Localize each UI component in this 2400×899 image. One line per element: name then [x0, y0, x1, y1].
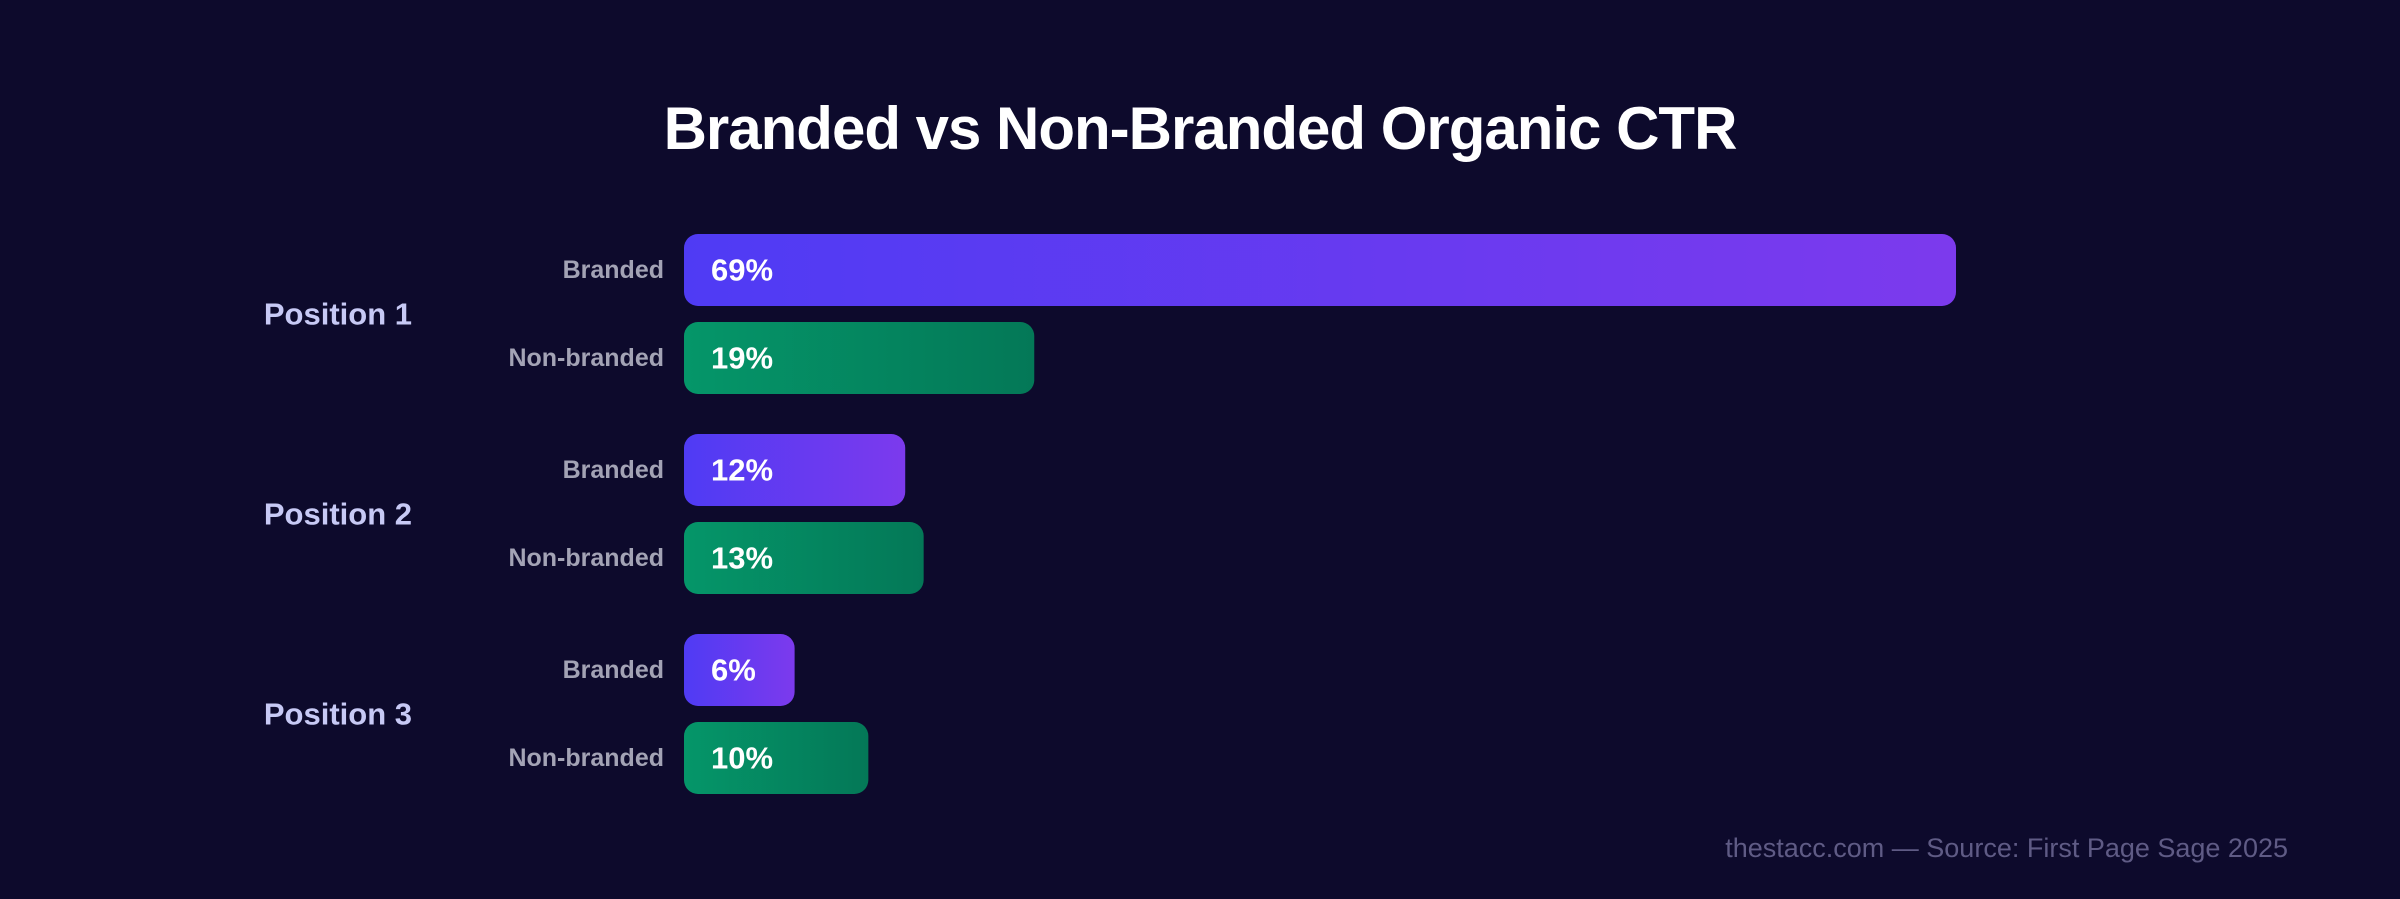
bar-group-position-2: Position 2 Branded 12% Non-branded 13%	[264, 434, 924, 594]
category-label: Position 3	[264, 697, 412, 732]
series-label-branded: Branded	[563, 256, 664, 284]
bar-branded	[684, 634, 795, 706]
bar-non-branded	[684, 522, 924, 594]
series-label-non-branded: Non-branded	[508, 344, 664, 372]
value-label: 6%	[711, 653, 756, 688]
bar-non-branded	[684, 322, 1035, 394]
source-footer: thestacc.com — Source: First Page Sage 2…	[1725, 833, 2288, 863]
value-label: 12%	[711, 453, 773, 488]
bar-non-branded	[684, 722, 869, 794]
category-label: Position 2	[264, 497, 412, 532]
series-label-non-branded: Non-branded	[508, 544, 664, 572]
series-label-non-branded: Non-branded	[508, 744, 664, 772]
bar-group-position-3: Position 3 Branded 6% Non-branded 10%	[264, 634, 869, 794]
value-label: 19%	[711, 341, 773, 376]
series-label-branded: Branded	[563, 656, 664, 684]
value-label: 69%	[711, 253, 773, 288]
chart-title: Branded vs Non-Branded Organic CTR	[663, 95, 1738, 162]
bar-branded	[684, 434, 906, 506]
value-label: 13%	[711, 541, 773, 576]
bar-group-position-1: Position 1 Branded 69% Non-branded 19%	[264, 234, 1956, 394]
value-label: 10%	[711, 741, 773, 776]
bar-branded	[684, 234, 1956, 306]
series-label-branded: Branded	[563, 456, 664, 484]
category-label: Position 1	[264, 297, 412, 332]
